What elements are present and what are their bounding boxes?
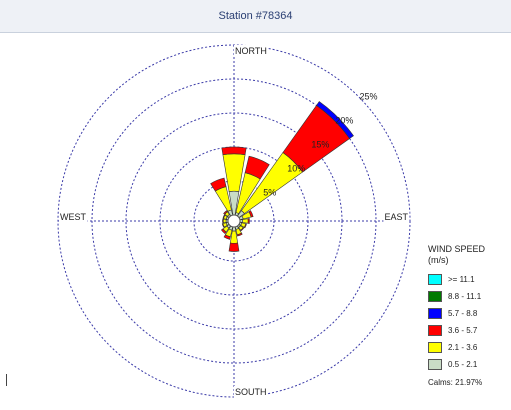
ring-label-5: 25% [360, 92, 378, 102]
legend-item: 5.7 - 8.8 [428, 306, 510, 321]
legend-title: WIND SPEED [428, 244, 486, 254]
north-label-bg [234, 45, 268, 57]
legend-item-label: 3.6 - 5.7 [448, 326, 478, 335]
bar-nw-2 [223, 210, 228, 215]
legend-swatch [428, 274, 442, 285]
legend-unit: (m/s) [428, 255, 449, 265]
ring-label-1: 5% [263, 188, 276, 198]
bar-nne-2 [244, 155, 270, 180]
wind-rose-chart: 5% 10% 15% 20% 25% NORTH SOUTH EAST WEST [57, 44, 411, 398]
bar-w-1 [222, 218, 227, 224]
bar-ese-2 [243, 223, 247, 229]
south-label-bg [234, 386, 268, 398]
legend-swatch [428, 342, 442, 353]
legend-items: >= 11.1 8.8 - 11.1 5.7 - 8.8 3.6 - 5.7 2.1 -… [428, 272, 510, 372]
legend-item: 8.8 - 11.1 [428, 289, 510, 304]
north-label: NORTH [235, 46, 267, 56]
legend-item-label: 8.8 - 11.1 [448, 292, 482, 301]
legend-swatch [428, 291, 442, 302]
bar-wnw-2 [222, 214, 226, 219]
legend-item-label: 5.7 - 8.8 [448, 309, 478, 318]
south-label: SOUTH [235, 387, 267, 397]
bar-w-2 [222, 218, 224, 224]
ring-label-2: 10% [287, 164, 305, 174]
bar-wsw-2 [221, 223, 225, 228]
ring-labels: 5% 10% 15% 20% 25% [263, 92, 377, 198]
legend-swatch [428, 308, 442, 319]
east-label: EAST [384, 212, 408, 222]
bar-ene-2 [248, 210, 254, 218]
ring-label-4: 20% [335, 116, 353, 126]
bar-sw-2 [220, 228, 227, 235]
legend-swatch [428, 325, 442, 336]
legend-item: >= 11.1 [428, 272, 510, 287]
window-title-bar: Station #78364 [0, 0, 511, 33]
calm-circle [227, 214, 241, 228]
legend-item-label: >= 11.1 [448, 275, 475, 284]
legend-item: 0.5 - 2.1 [428, 357, 510, 372]
legend-item-label: 0.5 - 2.1 [448, 360, 478, 369]
left-edge-tick [6, 374, 7, 386]
bar-e-1 [242, 218, 249, 224]
legend-swatch [428, 359, 442, 370]
east-label-bg [383, 211, 410, 223]
west-label: WEST [60, 212, 87, 222]
legend-item: 2.1 - 3.6 [428, 340, 510, 355]
bar-s-2 [228, 242, 240, 252]
legend-item: 3.6 - 5.7 [428, 323, 510, 338]
bar-e-2 [247, 218, 250, 224]
bar-sse-2 [236, 232, 243, 237]
window-title: Station #78364 [218, 10, 293, 22]
ring-label-3: 15% [311, 140, 329, 150]
wind-bars [210, 101, 354, 252]
legend-item-label: 2.1 - 3.6 [448, 343, 478, 352]
calms-label: Calms: 21.97% [428, 378, 483, 387]
legend: WIND SPEED (m/s) >= 11.1 8.8 - 11.1 5.7 - … [428, 244, 510, 387]
bar-ne-3 [316, 101, 354, 139]
west-label-bg [59, 211, 88, 223]
bar-ssw-2 [223, 234, 231, 240]
bar-nnw-2 [210, 177, 227, 192]
bar-n-2 [221, 146, 247, 156]
compass-labels: NORTH SOUTH EAST WEST [59, 45, 410, 398]
bar-se-2 [240, 227, 245, 232]
